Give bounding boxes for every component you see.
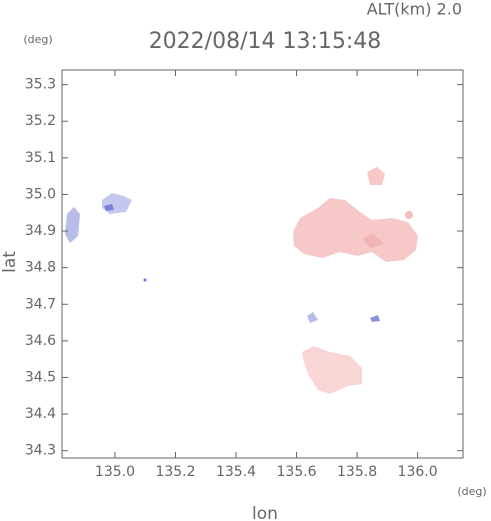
y-tick-label: 34.8 [25,260,56,276]
echo-region [405,211,413,219]
y-tick-label: 34.9 [25,223,56,239]
echo-region [370,315,380,322]
x-tick-label: 135.2 [155,464,195,480]
x-axis-label: lon [252,504,278,521]
echo-region [65,207,80,243]
y-tick-label: 35.3 [25,77,56,93]
echo-region [307,312,318,323]
echo-regions [65,167,418,394]
y-tick-label: 35.2 [25,113,56,129]
y-tick-label: 34.3 [25,443,56,459]
x-tick-label: 135.4 [216,464,256,480]
plot-frame [61,69,464,459]
y-tick-label: 34.4 [25,406,56,422]
x-tick-label: 135.0 [95,464,135,480]
y-unit: (deg) [23,33,52,46]
x-tick-label: 135.6 [277,464,317,480]
echo-region [362,234,384,248]
echo-region [367,167,385,185]
y-tick-label: 34.7 [25,296,56,312]
x-unit: (deg) [457,485,486,498]
y-tick-label: 34.5 [25,369,56,385]
y-tick-label: 35.1 [25,150,56,166]
y-axis-label: lat [0,251,20,273]
echo-region [143,278,147,282]
echo-region [293,198,418,262]
chart-title: 2022/08/14 13:15:48 [149,29,382,54]
y-tick-label: 35.0 [25,186,56,202]
y-tick-label: 34.6 [25,333,56,349]
subtitle: ALT(km) 2.0 [367,0,462,19]
echo-region [104,204,114,211]
x-tick-label: 136.0 [398,464,438,480]
echo-region [302,346,362,394]
x-tick-label: 135.8 [337,464,377,480]
